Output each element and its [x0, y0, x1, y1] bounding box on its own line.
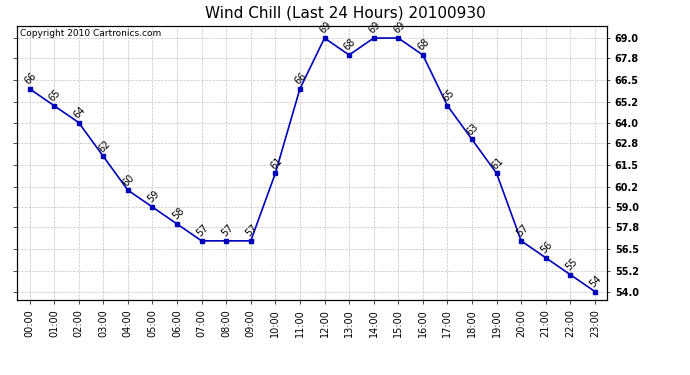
Text: 62: 62 [97, 138, 112, 154]
Text: 69: 69 [366, 20, 382, 36]
Text: 66: 66 [293, 71, 308, 87]
Text: 60: 60 [121, 172, 137, 188]
Text: 59: 59 [146, 189, 161, 205]
Text: 61: 61 [268, 155, 284, 171]
Text: 68: 68 [342, 37, 358, 53]
Text: 57: 57 [195, 223, 210, 239]
Text: 58: 58 [170, 206, 186, 222]
Text: 68: 68 [416, 37, 432, 53]
Text: Copyright 2010 Cartronics.com: Copyright 2010 Cartronics.com [20, 29, 161, 38]
Text: 61: 61 [490, 155, 505, 171]
Text: Wind Chill (Last 24 Hours) 20100930: Wind Chill (Last 24 Hours) 20100930 [205, 6, 485, 21]
Text: 69: 69 [317, 20, 333, 36]
Text: 57: 57 [219, 223, 235, 239]
Text: 54: 54 [588, 274, 604, 290]
Text: 64: 64 [72, 105, 88, 120]
Text: 55: 55 [563, 256, 580, 273]
Text: 65: 65 [47, 88, 63, 104]
Text: 56: 56 [539, 240, 555, 256]
Text: 63: 63 [465, 122, 481, 137]
Text: 66: 66 [23, 71, 39, 87]
Text: 65: 65 [440, 88, 456, 104]
Text: 57: 57 [514, 223, 530, 239]
Text: 69: 69 [391, 20, 407, 36]
Text: 57: 57 [244, 223, 259, 239]
